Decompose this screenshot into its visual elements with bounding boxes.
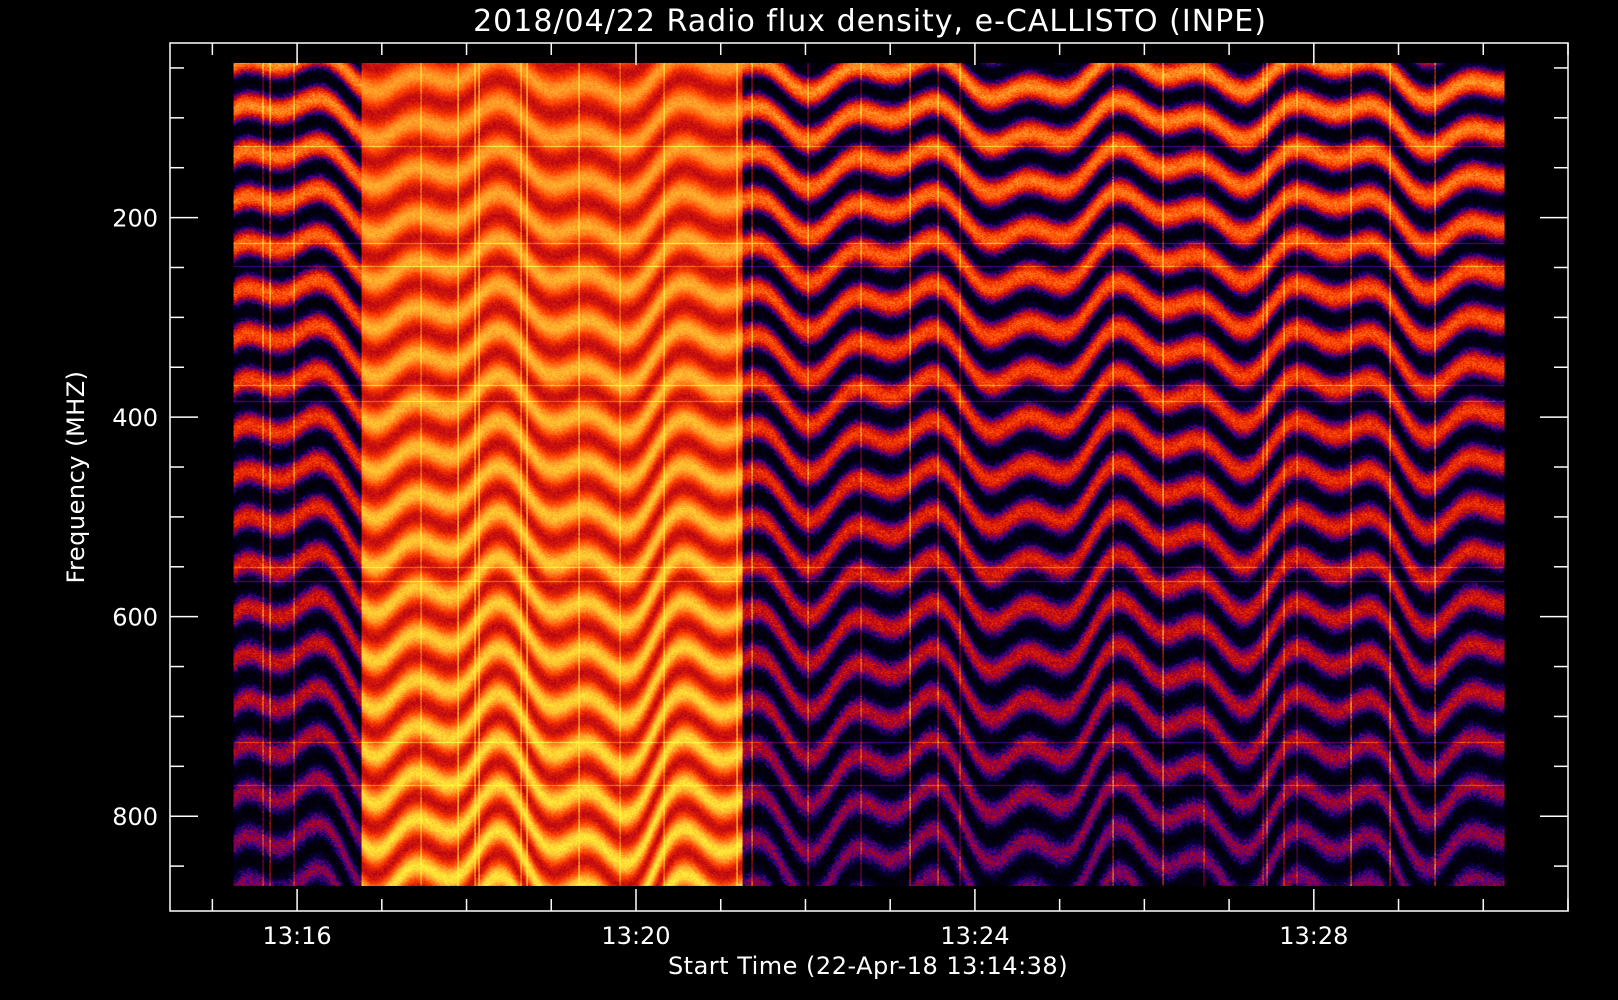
y-axis: 200 400 600 800 bbox=[112, 67, 1568, 867]
x-tick-label-3: 13:28 bbox=[1279, 922, 1348, 950]
y-axis-label: Frequency (MHZ) bbox=[62, 370, 90, 583]
y-tick-label-1: 400 bbox=[112, 404, 158, 432]
spectrogram-image bbox=[233, 62, 1505, 886]
x-axis-label: Start Time (22-Apr-18 13:14:38) bbox=[668, 952, 1068, 980]
x-tick-label-2: 13:24 bbox=[940, 922, 1009, 950]
chart-title: 2018/04/22 Radio flux density, e-CALLIST… bbox=[473, 4, 1267, 39]
x-tick-label-0: 13:16 bbox=[263, 922, 332, 950]
plot-frame bbox=[169, 42, 1569, 912]
x-tick-label-1: 13:20 bbox=[601, 922, 670, 950]
y-tick-label-0: 200 bbox=[112, 205, 158, 233]
y-tick-label-2: 600 bbox=[112, 604, 158, 632]
plot-area bbox=[233, 62, 1505, 886]
x-axis: 13:16 13:20 13:24 13:28 bbox=[211, 43, 1569, 950]
y-tick-label-3: 800 bbox=[112, 803, 158, 831]
